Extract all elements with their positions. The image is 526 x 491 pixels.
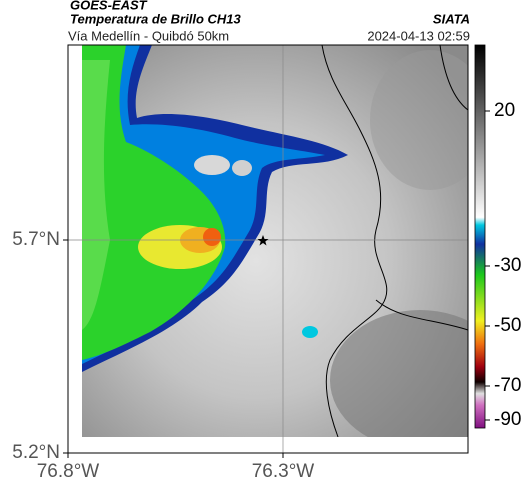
y-tick-label: 5.7°N xyxy=(12,229,60,250)
colorbar-tick-label: -50 xyxy=(494,315,521,336)
agency: SIATA xyxy=(433,11,470,26)
timestamp: 2024-04-13 02:59 xyxy=(367,28,470,43)
header: GOES-EAST Temperatura de Brillo CH13 Vía… xyxy=(68,0,470,43)
crosshair xyxy=(68,45,468,453)
colorbar-tick-label: 20 xyxy=(494,100,515,121)
colorbar-tick-label: -70 xyxy=(494,375,521,396)
x-tick-label: 76.3°W xyxy=(252,461,315,482)
colorbar-tick-label: -90 xyxy=(494,409,521,430)
y-tick-label: 5.2°N xyxy=(12,442,60,463)
colorbar xyxy=(474,44,486,429)
source: GOES-EAST xyxy=(70,0,148,12)
satellite-image xyxy=(82,45,468,437)
location-star xyxy=(257,235,269,246)
product: Temperatura de Brillo CH13 xyxy=(70,11,242,26)
map-frame xyxy=(67,44,469,454)
x-tick-label: 76.8°W xyxy=(37,461,100,482)
colorbar-tick-label: -30 xyxy=(494,255,521,276)
route: Vía Medellín - Quibdó 50km xyxy=(68,28,229,43)
